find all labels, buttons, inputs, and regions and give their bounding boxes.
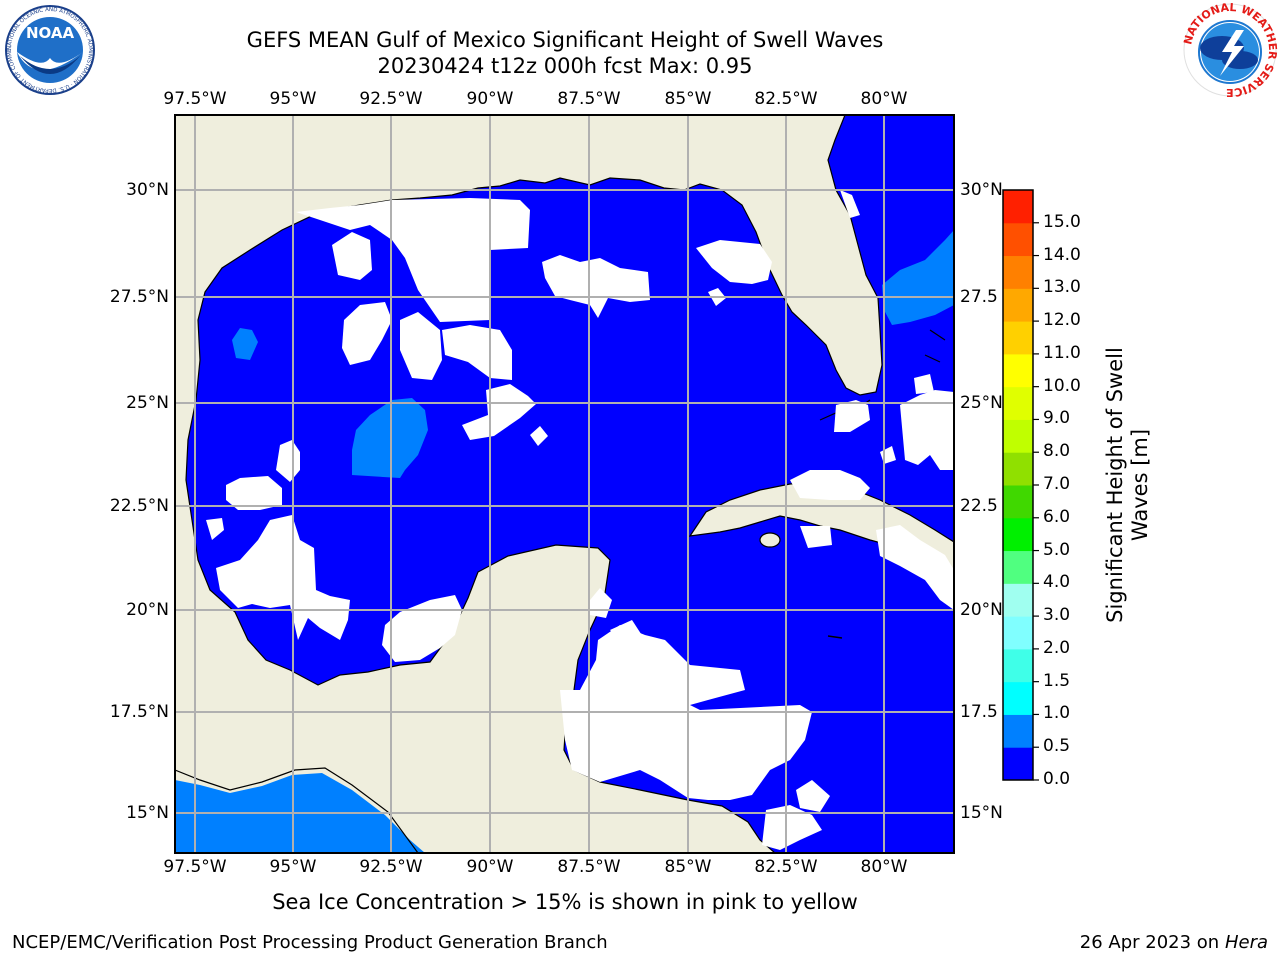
colorbar-swatch [1003,714,1033,748]
colorbar-tick-label: 11.0 [1043,342,1081,363]
lat-tick-right: 22.5 [960,496,998,516]
colorbar-swatch [1003,288,1033,322]
colorbar-tick-label: 0.5 [1043,736,1071,757]
colorbar-tick-label: 14.0 [1043,244,1081,265]
lon-tick-top: 90°W [466,89,514,109]
lon-tick-bottom: 82.5°W [754,857,818,877]
colorbar-swatch [1003,583,1033,617]
swell-patch-west [232,328,258,360]
lon-tick-top: 87.5°W [557,89,621,109]
lon-tick-top: 97.5°W [163,89,227,109]
map-subtitle: 20230424 t12z 000h fcst Max: 0.95 [377,54,753,78]
lat-tick-left: 17.5°N [109,702,169,722]
lon-tick-bottom: 95°W [269,857,317,877]
footer-date: 26 Apr 2023 on Hera [1079,932,1268,953]
lat-tick-left: 22.5°N [109,496,169,516]
lat-tick-left: 15°N [126,803,169,823]
lat-tick-right: 30°N [960,180,1003,200]
colorbar-tick-label: 2.0 [1043,637,1071,658]
land-north-america [175,115,883,853]
colorbar-tick-label: 0.0 [1043,769,1071,789]
lat-tick-left: 20°N [126,600,169,620]
lat-tick-left: 30°N [126,180,169,200]
lat-tick-right: 27.5 [960,287,998,307]
lon-tick-top: 85°W [664,89,712,109]
colorbar-tick-label: 6.0 [1043,506,1071,527]
colorbar-title: Significant Height of Swell Waves [m] [1103,347,1152,623]
colorbar-swatch [1003,517,1033,552]
colorbar-tick-label: 10.0 [1043,375,1081,396]
colorbar-tick-label: 9.0 [1043,408,1071,429]
sea-ice-caption: Sea Ice Concentration > 15% is shown in … [272,890,858,914]
lat-tick-right: 20°N [960,600,1003,620]
lat-tick-right: 25°N [960,393,1003,413]
colorbar-tick-label: 8.0 [1043,441,1071,462]
colorbar-tick-label: 12.0 [1043,310,1081,331]
swell-patch-atlantic [882,230,954,325]
colorbar-swatch [1003,747,1033,781]
lon-tick-bottom: 97.5°W [163,857,227,877]
map-title: GEFS MEAN Gulf of Mexico Significant Hei… [246,28,884,52]
colorbar-tick-label: 1.0 [1043,703,1071,724]
colorbar-swatch [1003,452,1033,486]
colorbar-swatch [1003,485,1033,519]
colorbar-tick-label: 3.0 [1043,605,1071,626]
lat-tick-left: 25°N [126,393,169,413]
colorbar-swatch [1003,616,1033,650]
footer-credit: NCEP/EMC/Verification Post Processing Pr… [12,932,608,953]
colorbar-swatch [1003,550,1033,584]
lat-tick-right: 15°N [960,803,1003,823]
lat-tick-right: 17.5 [960,702,998,722]
colorbar-swatch [1003,321,1033,355]
graticule [175,115,954,853]
colorbar-swatch [1003,190,1033,224]
lon-tick-top: 82.5°W [754,89,818,109]
lon-tick-bottom: 85°W [664,857,712,877]
colorbar-tick-label: 7.0 [1043,474,1071,494]
colorbar-tick-label: 15.0 [1043,211,1081,232]
lon-tick-top: 80°W [860,89,908,109]
lon-tick-bottom: 90°W [466,857,514,877]
lat-tick-left: 27.5°N [109,287,169,307]
footer-machine: Hera [1224,932,1268,953]
lon-tick-top: 92.5°W [359,89,423,109]
colorbar-swatch [1003,681,1033,715]
lon-tick-bottom: 92.5°W [359,857,423,877]
colorbar-tick-label: 5.0 [1043,539,1071,560]
colorbar-swatch [1003,648,1033,683]
colorbar-tick-label: 13.0 [1043,277,1081,298]
lon-tick-bottom: 87.5°W [557,857,621,877]
colorbar-tick-label: 4.0 [1043,572,1071,593]
colorbar-swatch [1003,419,1033,453]
colorbar-tick-label: 1.5 [1043,670,1071,691]
colorbar-swatch [1003,255,1033,289]
lon-tick-bottom: 80°W [860,857,908,877]
colorbar-swatch [1003,386,1033,420]
map-frame [174,114,955,854]
land-isla-juventud [759,532,781,548]
colorbar-swatch [1003,222,1033,257]
lon-tick-top: 95°W [269,89,317,109]
colorbar-swatch [1003,353,1033,388]
